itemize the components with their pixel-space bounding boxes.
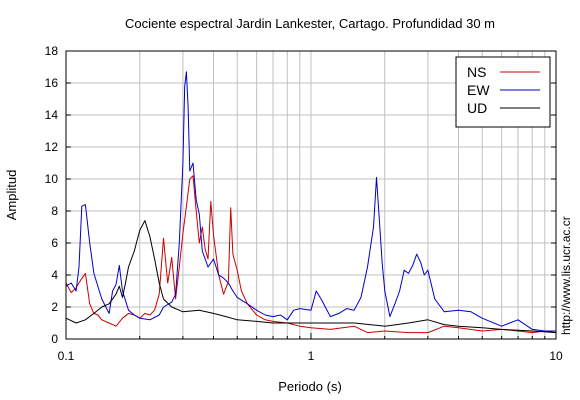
legend-label-ud: UD: [467, 100, 487, 116]
y-tick-label: 14: [45, 108, 59, 122]
y-tick-label: 6: [51, 236, 58, 250]
plot-lines: [65, 71, 557, 334]
legend-label-ns: NS: [467, 64, 486, 80]
series-line-ud: [65, 220, 557, 334]
x-axis-title: Periodo (s): [278, 379, 342, 394]
axes: 0 2 4 6 8 10 12 14 16 18 0.1 1 10: [45, 44, 563, 363]
y-tick-label: 12: [45, 140, 59, 154]
legend-box: [455, 56, 551, 128]
chart-title: Cociente espectral Jardin Lankester, Car…: [125, 16, 495, 31]
x-tick-label: 1: [308, 349, 315, 363]
y-tick-label: 8: [51, 204, 58, 218]
y-tick-label: 10: [45, 172, 59, 186]
y-tick-label: 0: [51, 332, 58, 346]
y-tick-label: 4: [51, 268, 58, 282]
x-tick-label: 0.1: [58, 349, 75, 363]
x-tick-label: 10: [549, 349, 563, 363]
series-line-ns: [65, 175, 557, 334]
credit-url: http://www.lis.ucr.ac.cr: [559, 216, 573, 335]
y-tick-label: 18: [45, 44, 59, 58]
y-axis-title: Amplitud: [4, 170, 19, 221]
y-tick-label: 2: [51, 300, 58, 314]
legend-label-ew: EW: [467, 82, 490, 98]
y-tick-label: 16: [45, 76, 59, 90]
legend: NS EW UD: [455, 56, 551, 128]
series-line-ew: [65, 71, 556, 332]
